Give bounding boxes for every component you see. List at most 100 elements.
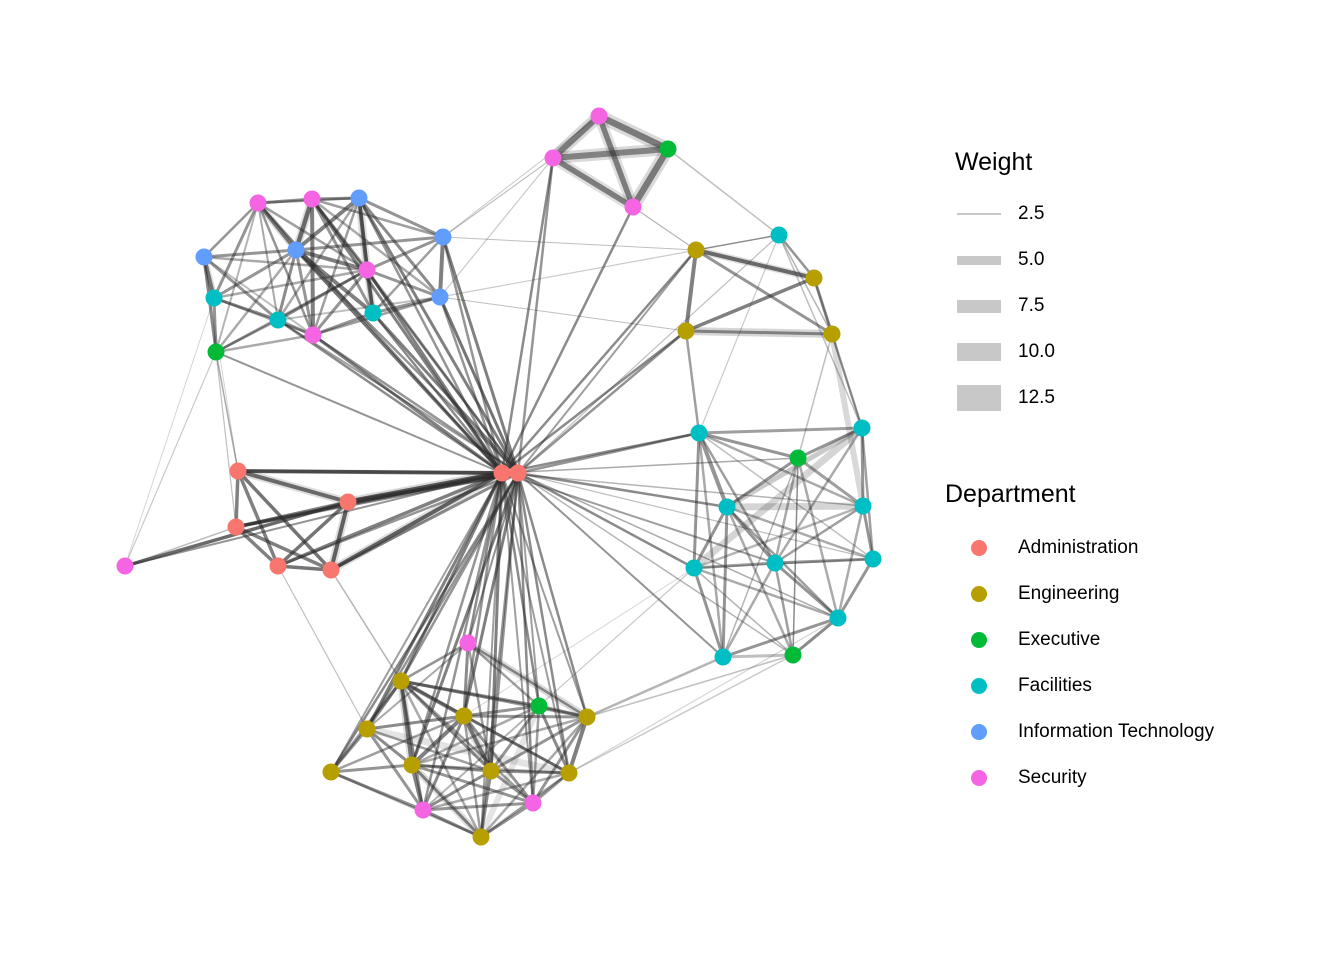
graph-node	[687, 241, 705, 259]
graph-edge	[685, 276, 815, 333]
graph-node	[823, 325, 841, 343]
graph-edge	[237, 469, 349, 504]
graph-edge	[411, 715, 588, 767]
weight-legend-title: Weight	[955, 148, 1033, 176]
graph-edge	[797, 333, 833, 459]
graph-edge	[550, 113, 602, 161]
graph-edge	[500, 157, 555, 474]
weight-swatch-column	[957, 343, 1001, 361]
department-color-dot	[971, 586, 987, 602]
graph-node	[829, 609, 847, 627]
graph-edge	[462, 642, 470, 717]
graph-edge	[792, 457, 799, 656]
graph-edge	[778, 234, 833, 335]
graph-edge	[421, 715, 466, 811]
department-legend-label: Facilities	[1018, 675, 1092, 696]
graph-node	[364, 304, 382, 322]
graph-edge	[517, 472, 839, 619]
graph-edge	[215, 351, 239, 472]
graph-edge	[422, 801, 534, 812]
graph-edge	[295, 248, 368, 272]
graph-edge	[812, 277, 834, 335]
graph-edge	[829, 333, 866, 507]
department-legend-label: Administration	[1018, 537, 1139, 558]
graph-edge	[124, 351, 217, 567]
graph-edge	[410, 714, 466, 767]
graph-edge	[480, 801, 534, 839]
graph-edge	[400, 679, 465, 718]
graph-edge	[551, 155, 635, 210]
graph-edge	[366, 714, 465, 731]
graph-node	[322, 763, 340, 781]
weight-legend-row: 10.0	[955, 329, 1055, 375]
graph-edge	[773, 427, 864, 564]
graph-node	[269, 311, 287, 329]
graph-edge	[698, 431, 799, 460]
graph-edge	[773, 457, 800, 564]
graph-node	[350, 189, 368, 207]
weight-legend: Weight 2.5 5.0 7.5 10.0 12.5	[955, 148, 1055, 421]
graph-edge	[397, 680, 416, 766]
graph-edge	[480, 716, 588, 838]
graph-node	[770, 226, 788, 244]
graph-edge	[295, 235, 444, 252]
graph-edge	[517, 472, 724, 658]
graph-edge	[462, 715, 483, 838]
graph-edge	[235, 525, 332, 572]
graph-edge	[500, 206, 635, 474]
department-color-dot	[971, 770, 987, 786]
graph-node	[560, 764, 578, 782]
graph-edge	[441, 236, 520, 474]
graph-edge	[365, 472, 504, 730]
department-color-dot	[971, 678, 987, 694]
graph-node	[677, 322, 695, 340]
graph-edge	[685, 329, 833, 336]
graph-edge	[548, 111, 604, 163]
graph-edge	[463, 714, 570, 775]
weight-swatch-column	[957, 299, 1001, 313]
graph-edge	[684, 330, 701, 434]
graph-edge	[462, 472, 504, 717]
department-legend: Department Administration Engineering Exec…	[945, 480, 1214, 801]
graph-edge	[466, 640, 589, 720]
graph-edge	[721, 562, 777, 658]
graph-edge	[442, 236, 697, 251]
graph-edge	[778, 234, 863, 429]
weight-legend-label: 7.5	[1018, 295, 1045, 316]
graph-edge	[517, 234, 780, 474]
graph-edge	[276, 500, 350, 568]
graph-edge	[462, 472, 520, 717]
graph-edge	[276, 249, 298, 321]
graph-edge	[442, 115, 600, 238]
graph-edge	[517, 249, 697, 474]
graph-edge	[490, 769, 570, 775]
graph-edge	[329, 469, 504, 574]
graph-edge	[215, 249, 297, 353]
graph-node	[431, 288, 449, 306]
graph-edge	[630, 147, 671, 209]
department-legend-row: Facilities	[945, 663, 1214, 709]
weight-swatch	[957, 213, 1001, 215]
graph-node	[304, 326, 322, 344]
graph-edge	[311, 197, 361, 336]
graph-edge	[830, 333, 864, 429]
graph-edge	[441, 236, 504, 474]
graph-edge	[203, 255, 279, 322]
graph-edge	[722, 616, 839, 659]
graph-edge	[698, 234, 780, 434]
graph-node	[358, 720, 376, 738]
graph-edge	[399, 680, 483, 838]
weight-legend-label: 10.0	[1018, 341, 1055, 362]
graph-node	[493, 464, 511, 482]
graph-edge	[277, 268, 368, 322]
graph-edge	[722, 457, 799, 658]
graph-edge	[215, 351, 503, 474]
graph-edge	[355, 197, 371, 271]
graph-edge	[365, 728, 425, 811]
graph-edge	[311, 198, 519, 474]
weight-swatch-column	[957, 255, 1001, 265]
graph-edge	[357, 197, 504, 474]
graph-node	[472, 828, 490, 846]
graph-edge	[552, 146, 669, 161]
